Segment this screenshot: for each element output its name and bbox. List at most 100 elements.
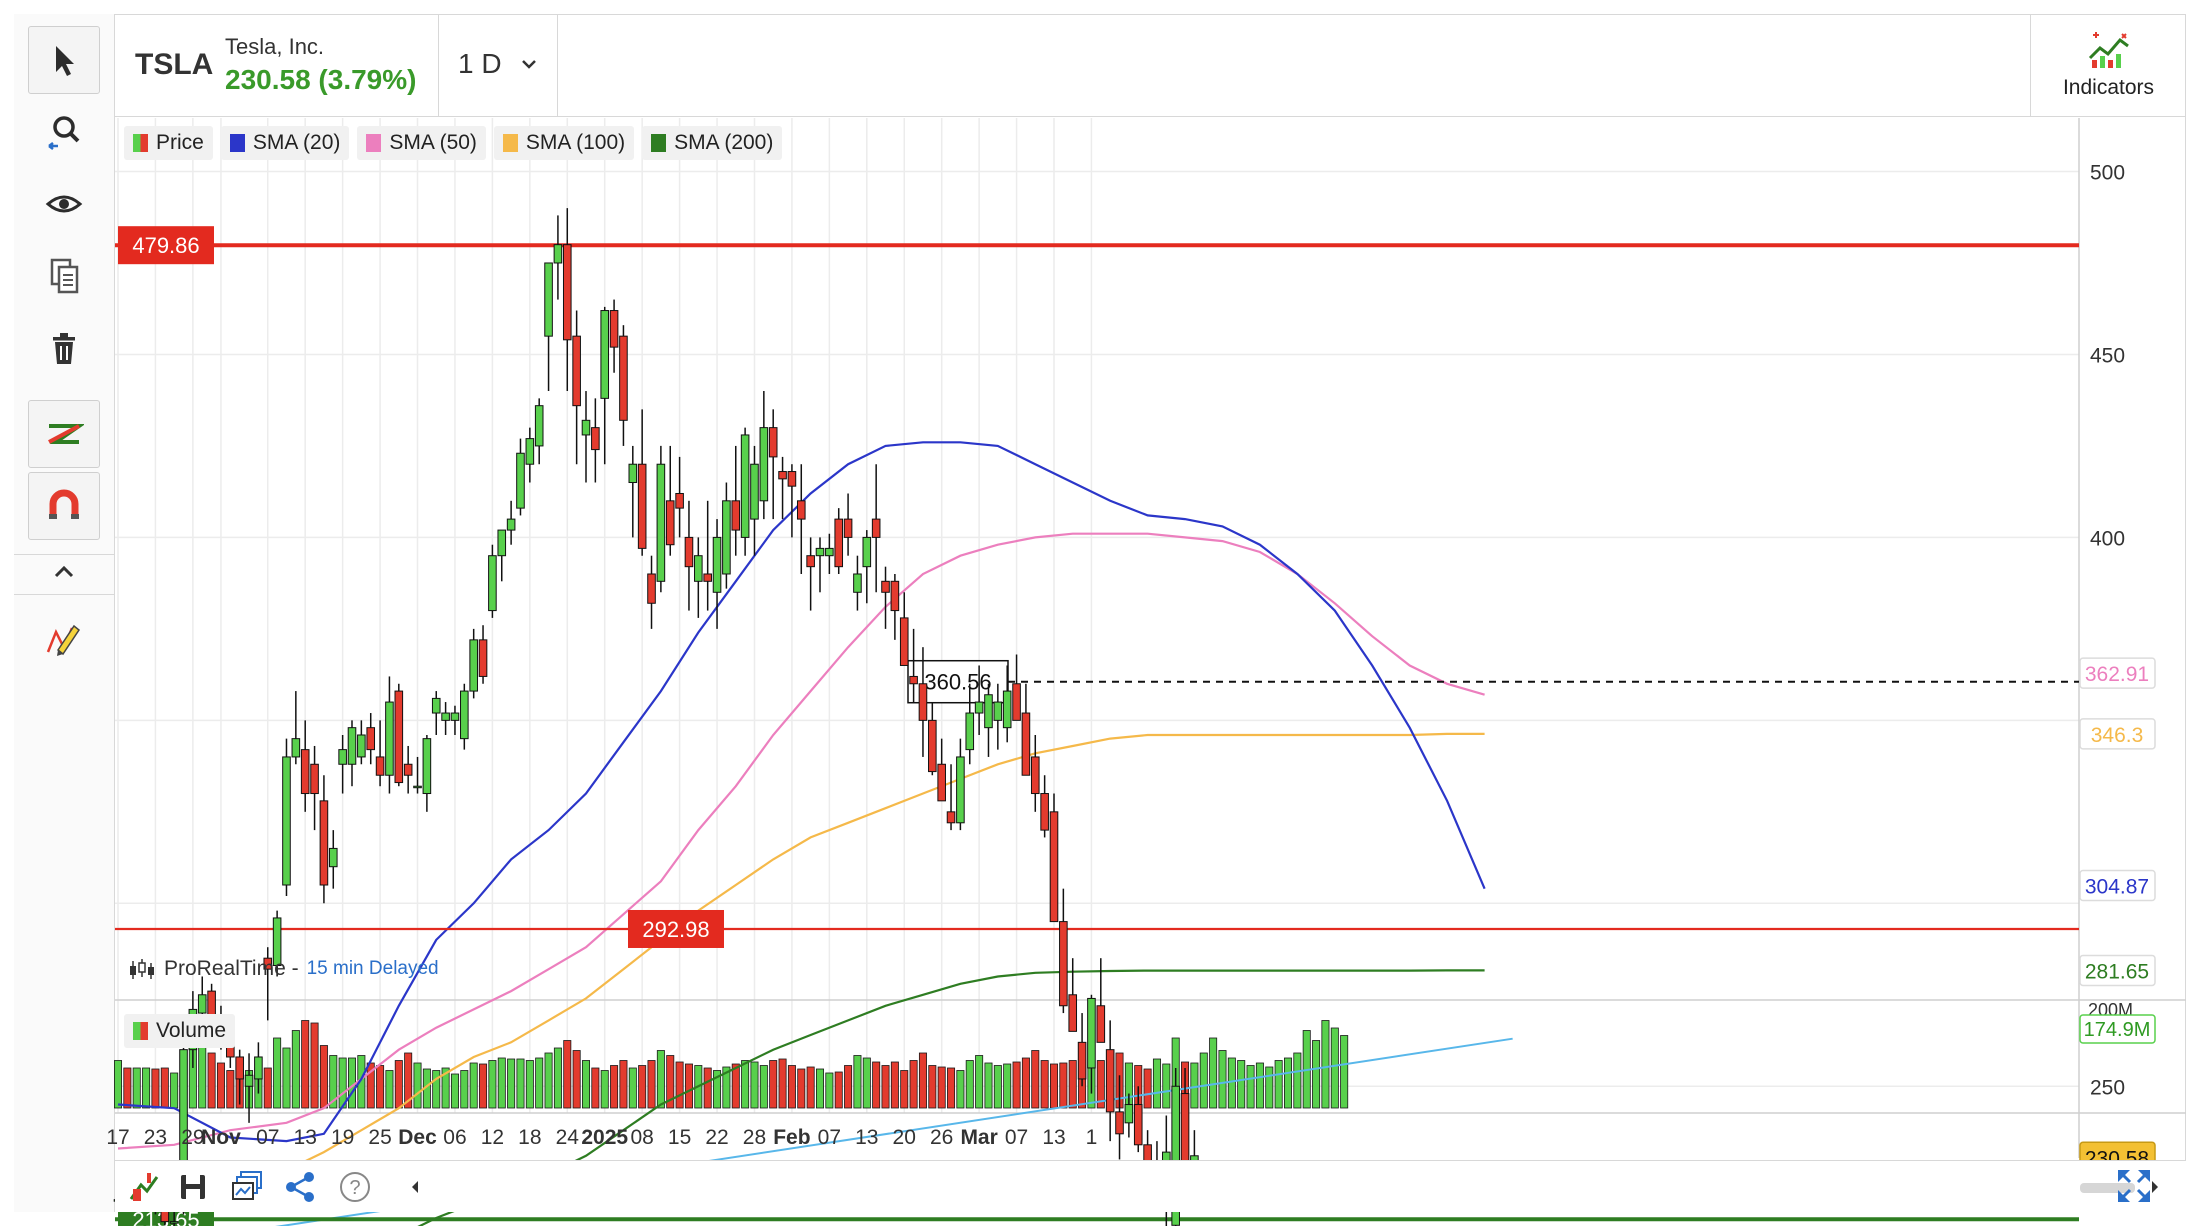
layouts-icon[interactable] xyxy=(229,1169,265,1205)
volume-bar xyxy=(806,1066,815,1109)
volume-bar xyxy=(1199,1052,1208,1109)
toolbar-divider xyxy=(14,554,114,555)
volume-bar xyxy=(1218,1050,1227,1109)
magnet-tool[interactable] xyxy=(28,472,100,540)
volume-bar xyxy=(1031,1050,1040,1109)
indicators-button[interactable]: Indicators xyxy=(2030,14,2186,116)
price-axis-label: 346.3 xyxy=(2091,724,2144,747)
time-tick-label: 17 xyxy=(106,1126,129,1149)
legend-price[interactable]: Price xyxy=(124,126,213,160)
candle-body xyxy=(534,405,544,447)
legend-sma200[interactable]: SMA (200) xyxy=(642,126,783,160)
volume-bar xyxy=(553,1047,562,1109)
candle-body xyxy=(544,262,553,337)
candle-body xyxy=(1002,690,1012,729)
volume-bar xyxy=(741,1060,750,1109)
volume-bars xyxy=(114,1020,1349,1109)
trend-tool[interactable] xyxy=(28,400,100,468)
volume-bar xyxy=(1293,1052,1302,1109)
fullscreen-toggle-icon[interactable] xyxy=(2114,1166,2154,1206)
time-tick-label: 19 xyxy=(331,1126,354,1149)
volume-bar xyxy=(216,1062,225,1109)
candle-body xyxy=(1068,994,1078,1032)
volume-bar xyxy=(656,1050,665,1109)
volume-bar xyxy=(1021,1057,1030,1109)
help-icon[interactable]: ? xyxy=(337,1169,373,1205)
interval-selector[interactable]: 1 D xyxy=(458,48,538,80)
volume-bar xyxy=(413,1062,422,1109)
compare-chart-icon[interactable] xyxy=(127,1169,163,1205)
volume-bar xyxy=(319,1045,328,1109)
volume-bar xyxy=(778,1058,787,1109)
volume-bar xyxy=(1152,1058,1161,1109)
candle-body xyxy=(385,701,394,776)
time-tick-label: 13 xyxy=(1042,1126,1065,1149)
volume-bar xyxy=(582,1060,591,1109)
level-label-box xyxy=(628,909,724,948)
sma200-line xyxy=(417,969,1485,1226)
chart-legend: Price SMA (20) SMA (50) SMA (100) SMA (2… xyxy=(124,126,783,160)
delete-tool[interactable] xyxy=(28,314,100,382)
volume-bar xyxy=(469,1062,478,1109)
volume-bar xyxy=(1255,1062,1264,1109)
collapse-toolbar-button[interactable] xyxy=(28,542,100,602)
candle-body xyxy=(469,639,478,692)
legend-sma50-label: SMA (50) xyxy=(389,131,477,154)
volume-bar xyxy=(385,1070,394,1109)
ticker-symbol[interactable]: TSLA xyxy=(135,48,214,81)
candle-body xyxy=(806,555,815,568)
legend-sma50[interactable]: SMA (50) xyxy=(357,126,486,160)
legend-volume[interactable]: Volume xyxy=(124,1014,236,1048)
legend-sma20[interactable]: SMA (20) xyxy=(220,126,350,160)
candle-body xyxy=(1171,1085,1180,1226)
volume-bar xyxy=(226,1070,235,1109)
volume-bar xyxy=(338,1057,347,1109)
candle-body xyxy=(160,1210,170,1223)
candle-body xyxy=(1133,1104,1143,1146)
volume-bar xyxy=(282,1047,291,1109)
share-icon[interactable] xyxy=(283,1169,319,1205)
zoom-tool[interactable] xyxy=(28,98,100,166)
time-tick-label: 13 xyxy=(855,1126,878,1149)
candle-body xyxy=(815,547,825,557)
magnifier-icon xyxy=(48,116,80,150)
candle-body xyxy=(1012,683,1021,721)
volume-bar xyxy=(1143,1068,1152,1109)
volume-bar xyxy=(1012,1061,1021,1109)
level-label: 292.98 xyxy=(642,917,709,942)
visibility-tool[interactable] xyxy=(28,170,100,238)
volume-bar xyxy=(142,1067,151,1109)
price-axis-label: 362.91 xyxy=(2085,663,2149,686)
candle-body xyxy=(1021,712,1031,776)
delay-notice[interactable]: 15 min Delayed xyxy=(306,958,439,979)
price-axis-label-box xyxy=(2079,954,2156,987)
candle-body xyxy=(1105,1049,1115,1113)
scroll-right-icon[interactable] xyxy=(2145,1169,2165,1205)
save-icon[interactable] xyxy=(175,1169,211,1205)
candle-body xyxy=(619,335,628,421)
volume-bar xyxy=(273,1037,282,1109)
legend-sma100[interactable]: SMA (100) xyxy=(493,126,635,160)
time-tick-label: 23 xyxy=(144,1126,167,1149)
candle-body xyxy=(403,763,413,776)
time-tick-label: Nov xyxy=(201,1126,241,1149)
copy-tool[interactable] xyxy=(28,242,100,310)
scroll-left-icon[interactable] xyxy=(405,1169,425,1205)
volume-bar xyxy=(291,1030,300,1109)
time-scrollbar[interactable] xyxy=(2080,1183,2135,1193)
sma100-line xyxy=(117,732,1485,1209)
candle-body xyxy=(572,335,581,407)
volume-bar xyxy=(1321,1020,1330,1109)
candle-body xyxy=(675,492,684,509)
volume-bar xyxy=(1284,1057,1293,1109)
candle-body xyxy=(591,427,600,451)
time-tick-label: 2025 xyxy=(581,1126,628,1149)
zigzag-chart-icon xyxy=(48,424,84,444)
pointer-tool[interactable] xyxy=(28,26,100,94)
drawing-tool[interactable] xyxy=(28,604,100,672)
volume-bar xyxy=(114,1060,123,1109)
volume-bar xyxy=(993,1065,1002,1109)
candle-body xyxy=(694,555,703,582)
